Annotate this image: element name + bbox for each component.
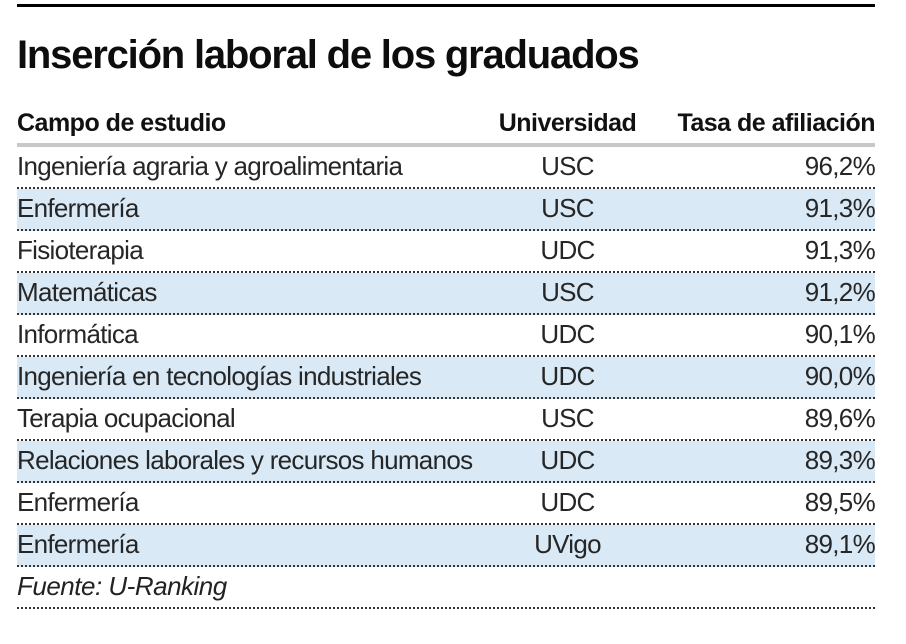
cell-universidad: USC	[541, 193, 594, 224]
cell-tasa: 91,3%	[804, 235, 876, 266]
cell-tasa: 96,2%	[804, 151, 876, 182]
cell-tasa: 91,2%	[804, 277, 876, 308]
cell-universidad: UDC	[540, 235, 595, 266]
page-title: Inserción laboral de los graduados	[17, 33, 640, 77]
cell-universidad: UDC	[540, 445, 595, 476]
table-row: Matemáticas USC 91,2%	[17, 272, 876, 315]
cell-universidad: USC	[541, 403, 594, 434]
cell-tasa: 89,3%	[804, 445, 876, 476]
cell-universidad: UDC	[540, 487, 595, 518]
cell-campo: Informática	[17, 319, 139, 350]
col-header-universidad: Universidad	[498, 108, 637, 137]
cell-campo: Relaciones laborales y recursos humanos	[17, 445, 473, 476]
table-row: Enfermería USC 91,3%	[17, 188, 876, 231]
cell-universidad: UDC	[540, 319, 595, 350]
cell-campo: Ingeniería en tecnologías industriales	[17, 361, 422, 392]
cell-campo: Enfermería	[17, 529, 139, 560]
cell-tasa: 91,3%	[804, 193, 876, 224]
col-header-campo-de-estudio: Campo de estudio	[17, 108, 226, 137]
cell-campo: Enfermería	[17, 487, 139, 518]
affiliation-table: Campo de estudio Universidad Tasa de afi…	[17, 102, 876, 609]
cell-campo: Matemáticas	[17, 277, 157, 308]
table-row: Terapia ocupacional USC 89,6%	[17, 399, 876, 441]
table-row: Informática UDC 90,1%	[17, 315, 876, 357]
cell-campo: Ingeniería agraria y agroalimentaria	[17, 151, 403, 182]
source-note: Fuente: U-Ranking	[17, 571, 227, 602]
source-row: Fuente: U-Ranking	[17, 567, 875, 609]
cell-tasa: 89,1%	[804, 529, 876, 560]
table-row: Ingeniería en tecnologías industriales UD…	[17, 356, 876, 399]
cell-campo: Enfermería	[17, 193, 139, 224]
cell-universidad: USC	[541, 151, 594, 182]
table-row: Enfermería UDC 89,5%	[17, 483, 876, 525]
cell-tasa: 89,6%	[804, 403, 876, 434]
table-row: Relaciones laborales y recursos humanos U…	[17, 440, 876, 483]
cell-tasa: 90,0%	[804, 361, 876, 392]
cell-tasa: 90,1%	[804, 319, 876, 350]
top-divider-rule	[17, 4, 875, 7]
cell-universidad: UVigo	[534, 529, 602, 560]
table-row: Fisioterapia UDC 91,3%	[17, 231, 876, 273]
cell-universidad: UDC	[540, 361, 595, 392]
infographic-page: Inserción laboral de los graduados Campo…	[0, 4, 906, 609]
table-body: Ingeniería agraria y agroalimentaria USC 9…	[17, 147, 876, 567]
cell-campo: Fisioterapia	[17, 235, 144, 266]
table-row: Enfermería UVigo 89,1%	[17, 524, 876, 567]
cell-campo: Terapia ocupacional	[17, 403, 236, 434]
table-row: Ingeniería agraria y agroalimentaria USC 9…	[17, 147, 876, 189]
cell-universidad: USC	[541, 277, 594, 308]
table-header-row: Campo de estudio Universidad Tasa de afi…	[17, 102, 876, 147]
col-header-tasa-de-afiliacion: Tasa de afiliación	[677, 108, 875, 137]
cell-tasa: 89,5%	[804, 487, 876, 518]
